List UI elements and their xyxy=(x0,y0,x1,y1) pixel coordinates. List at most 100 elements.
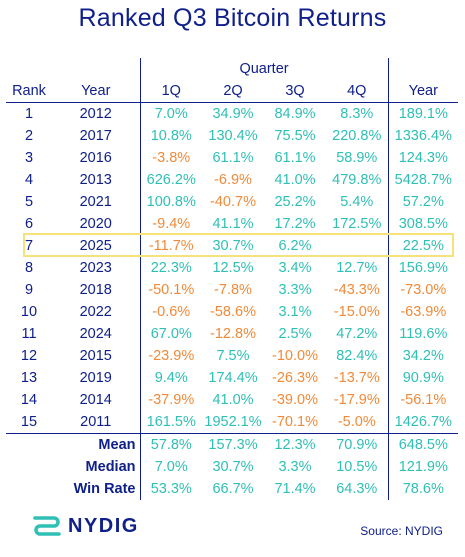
q4-return-cell: -13.7% xyxy=(326,367,389,389)
year-cell: 2013 xyxy=(79,172,112,188)
rank-cell: 3 xyxy=(24,150,34,166)
q1-return-cell: 10.8% xyxy=(139,125,202,147)
summary-label: Median xyxy=(85,459,136,475)
rank-cell: 12 xyxy=(20,348,38,364)
q3-return-cell: 6.2% xyxy=(278,238,312,254)
q3-return-cell: -70.1% xyxy=(272,414,318,430)
summary-year-cell: 121.9% xyxy=(398,459,448,475)
q4-return-cell: 172.5% xyxy=(326,213,389,235)
column-header-4q: 4Q xyxy=(326,80,389,103)
summary-q3-cell: 71.4% xyxy=(274,481,316,497)
table-row: 3 2016 -3.8% 61.1% 61.1% 58.9% 124.3% xyxy=(6,147,458,169)
year-return-cell: 22.5% xyxy=(402,238,444,254)
q1-return-cell: 626.2% xyxy=(139,169,202,191)
rank-cell: 1 xyxy=(24,106,34,122)
summary-q4-cell: 70.9% xyxy=(326,433,389,456)
q2-return-cell: -6.9% xyxy=(214,172,252,188)
year-return-cell: 5428.7% xyxy=(394,172,452,188)
summary-q4-cell: 64.3% xyxy=(326,478,389,500)
table-row: 12 2015 -23.9% 7.5% -10.0% 82.4% 34.2% xyxy=(6,345,458,367)
summary-q3-cell: 3.3% xyxy=(278,459,312,475)
summary-year-cell: 78.6% xyxy=(402,481,444,497)
q1-return-cell: -3.8% xyxy=(139,147,202,169)
year-return-cell: 189.1% xyxy=(398,106,448,122)
q2-return-cell: 1952.1% xyxy=(204,414,262,430)
rank-cell: 2 xyxy=(24,128,34,144)
q2-return-cell: 30.7% xyxy=(212,238,254,254)
summary-q1-cell: 53.3% xyxy=(139,478,202,500)
q4-return-cell: 5.4% xyxy=(326,191,389,213)
rank-cell: 14 xyxy=(20,392,38,408)
table-row: 10 2022 -0.6% -58.6% 3.1% -15.0% -63.9% xyxy=(6,301,458,323)
q3-return-cell: -39.0% xyxy=(272,392,318,408)
q4-return-cell: 47.2% xyxy=(326,323,389,345)
year-cell: 2012 xyxy=(79,106,112,122)
summary-row: Win Rate 53.3% 66.7% 71.4% 64.3% 78.6% xyxy=(6,478,458,500)
year-return-cell: 90.9% xyxy=(402,370,444,386)
column-header-3q: 3Q xyxy=(264,80,326,103)
year-return-cell: 57.2% xyxy=(402,194,444,210)
q4-return-cell: -5.0% xyxy=(326,411,389,434)
table-row: 1 2012 7.0% 34.9% 84.9% 8.3% 189.1% xyxy=(6,102,458,125)
q1-return-cell: -50.1% xyxy=(139,279,202,301)
year-return-cell: -63.9% xyxy=(400,304,447,320)
summary-row: Median 7.0% 30.7% 3.3% 10.5% 121.9% xyxy=(6,456,458,478)
year-cell: 2025 xyxy=(79,238,112,254)
column-header-2q: 2Q xyxy=(202,80,264,103)
q3-return-cell: 41.0% xyxy=(274,172,316,188)
table-row: 14 2014 -37.9% 41.0% -39.0% -17.9% -56.1% xyxy=(6,389,458,411)
summary-q2-cell: 30.7% xyxy=(212,459,254,475)
year-return-cell: 1336.4% xyxy=(394,128,452,144)
q4-return-cell: -17.9% xyxy=(326,389,389,411)
year-cell: 2016 xyxy=(79,150,112,166)
nydig-logo: NYDIG xyxy=(32,512,139,540)
summary-label: Mean xyxy=(6,433,140,456)
summary-year-cell: 648.5% xyxy=(388,433,459,456)
q4-return-cell: 82.4% xyxy=(326,345,389,367)
rank-cell: 11 xyxy=(21,326,37,342)
q4-return-cell: -15.0% xyxy=(326,301,389,323)
q3-return-cell: 75.5% xyxy=(274,128,316,144)
q1-return-cell: 161.5% xyxy=(139,411,202,434)
column-header-year-total: Year xyxy=(388,80,459,103)
rank-cell: 7 xyxy=(24,238,34,254)
q2-return-cell: 41.0% xyxy=(212,392,254,408)
q2-return-cell: 41.1% xyxy=(212,216,254,232)
column-header-row: Rank Year 1Q 2Q 3Q 4Q Year xyxy=(6,80,459,103)
year-cell: 2017 xyxy=(79,128,112,144)
table-row: 6 2020 -9.4% 41.1% 17.2% 172.5% 308.5% xyxy=(6,213,458,235)
year-return-cell: 119.6% xyxy=(399,326,448,342)
table-row: 5 2021 100.8% -40.7% 25.2% 5.4% 57.2% xyxy=(6,191,458,213)
rank-cell: 4 xyxy=(24,172,34,188)
column-header-year: Year xyxy=(52,80,140,103)
q4-return-cell: 8.3% xyxy=(326,102,389,125)
year-cell: 2015 xyxy=(79,348,112,364)
q2-return-cell: 12.5% xyxy=(212,260,254,276)
rank-cell: 5 xyxy=(24,194,34,210)
q1-return-cell: -9.4% xyxy=(139,213,202,235)
table-row: 8 2023 22.3% 12.5% 3.4% 12.7% 156.9% xyxy=(6,257,458,279)
q3-return-cell: 17.2% xyxy=(274,216,316,232)
year-cell: 2019 xyxy=(79,370,112,386)
column-header-1q: 1Q xyxy=(139,80,202,103)
q2-return-cell: -12.8% xyxy=(210,326,256,342)
year-return-cell: -73.0% xyxy=(400,282,447,298)
year-cell: 2024 xyxy=(79,326,112,342)
table-row: 11 2024 67.0% -12.8% 2.5% 47.2% 119.6% xyxy=(6,323,458,345)
quarter-group-header: Quarter xyxy=(139,58,389,80)
rank-cell: 15 xyxy=(20,414,38,430)
q2-return-cell: 7.5% xyxy=(216,348,250,364)
table-row: 4 2013 626.2% -6.9% 41.0% 479.8% 5428.7% xyxy=(6,169,458,191)
year-cell: 2020 xyxy=(79,216,112,232)
q1-return-cell: 100.8% xyxy=(139,191,202,213)
table-row: 13 2019 9.4% 174.4% -26.3% -13.7% 90.9% xyxy=(6,367,458,389)
q1-return-cell: 9.4% xyxy=(139,367,202,389)
q4-return-cell: -43.3% xyxy=(326,279,389,301)
q2-return-cell: -58.6% xyxy=(210,304,256,320)
summary-q1-cell: 57.8% xyxy=(139,433,202,456)
year-cell: 2014 xyxy=(79,392,112,408)
q2-return-cell: -7.8% xyxy=(214,282,252,298)
q4-return-cell xyxy=(326,235,389,257)
year-return-cell: 308.5% xyxy=(398,216,448,232)
summary-q3-cell: 12.3% xyxy=(264,433,326,456)
